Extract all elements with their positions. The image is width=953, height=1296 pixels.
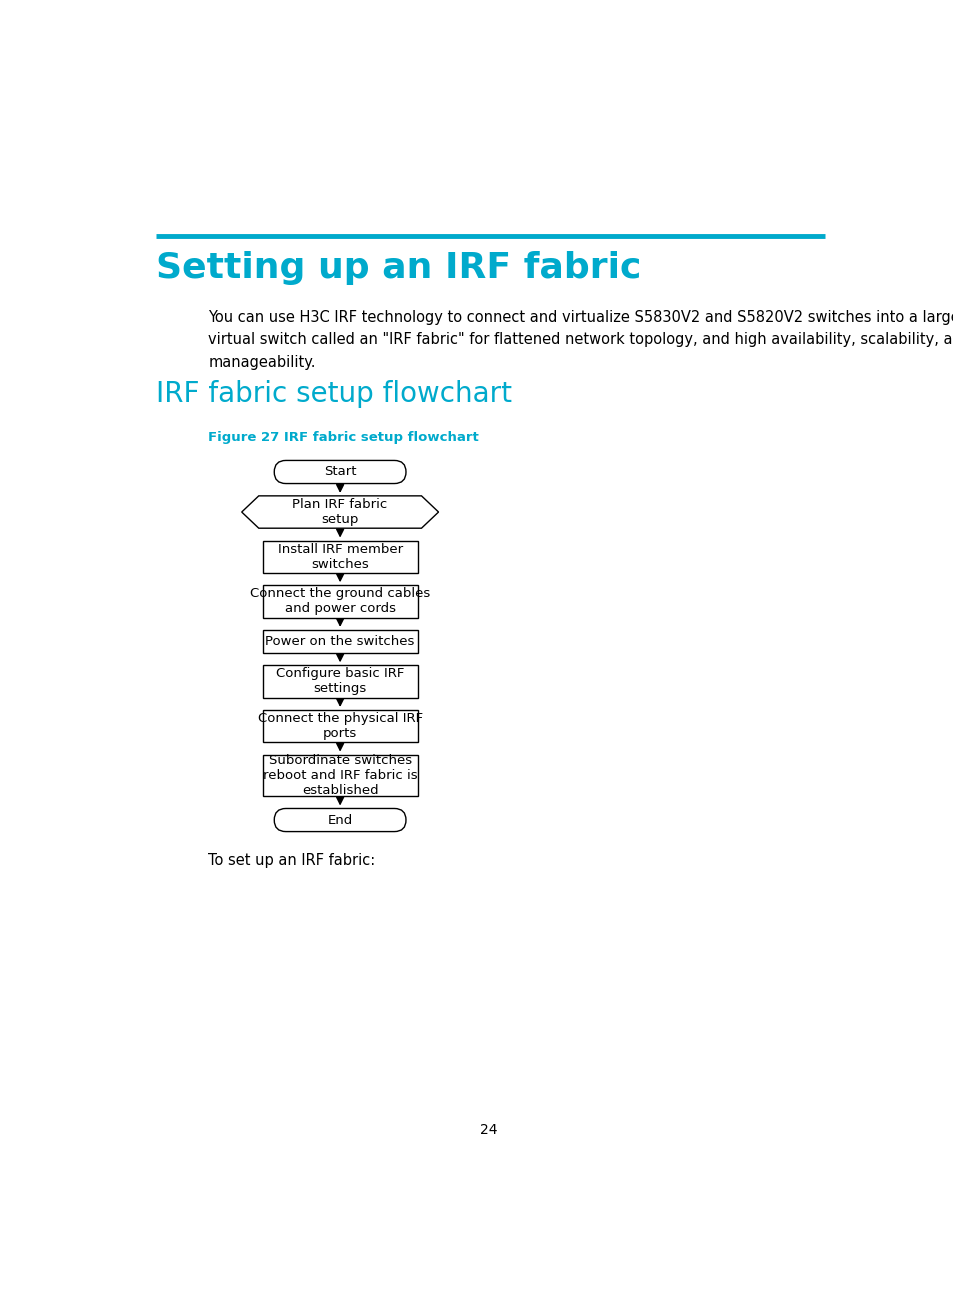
FancyBboxPatch shape: [274, 809, 406, 832]
Bar: [262, 540, 417, 573]
Text: Plan IRF fabric
setup: Plan IRF fabric setup: [293, 498, 387, 526]
Bar: [262, 665, 417, 697]
Bar: [262, 586, 417, 617]
Text: Subordinate switches
reboot and IRF fabric is
established: Subordinate switches reboot and IRF fabr…: [262, 754, 417, 797]
Text: Connect the ground cables
and power cords: Connect the ground cables and power cord…: [250, 587, 430, 616]
Bar: [262, 754, 417, 796]
Text: Configure basic IRF
settings: Configure basic IRF settings: [275, 667, 404, 696]
Bar: [262, 710, 417, 743]
Text: Install IRF member
switches: Install IRF member switches: [277, 543, 402, 570]
Text: 24: 24: [479, 1122, 497, 1137]
Polygon shape: [241, 496, 438, 529]
Text: To set up an IRF fabric:: To set up an IRF fabric:: [208, 853, 375, 868]
Text: Start: Start: [323, 465, 356, 478]
Text: Power on the switches: Power on the switches: [265, 635, 415, 648]
FancyBboxPatch shape: [274, 460, 406, 483]
Text: Connect the physical IRF
ports: Connect the physical IRF ports: [257, 712, 422, 740]
Bar: [262, 630, 417, 653]
Text: You can use H3C IRF technology to connect and virtualize S5830V2 and S5820V2 swi: You can use H3C IRF technology to connec…: [208, 310, 953, 369]
Text: Figure 27 IRF fabric setup flowchart: Figure 27 IRF fabric setup flowchart: [208, 432, 478, 445]
Text: Setting up an IRF fabric: Setting up an IRF fabric: [156, 251, 641, 285]
Text: IRF fabric setup flowchart: IRF fabric setup flowchart: [156, 380, 512, 407]
Text: End: End: [327, 814, 353, 827]
